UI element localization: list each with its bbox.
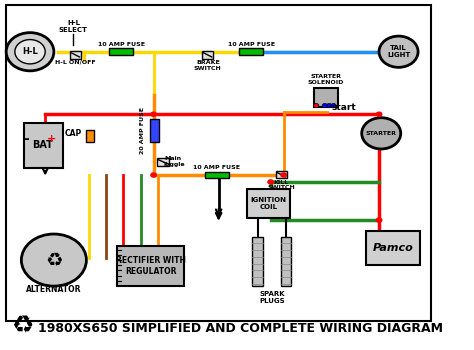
- Bar: [239, 48, 263, 55]
- Circle shape: [375, 217, 383, 223]
- Circle shape: [6, 33, 54, 71]
- Text: ALTERNATOR: ALTERNATOR: [26, 285, 82, 294]
- Circle shape: [322, 104, 328, 108]
- Text: Pamco: Pamco: [373, 243, 413, 253]
- Circle shape: [331, 104, 336, 108]
- Text: TAIL
LIGHT: TAIL LIGHT: [387, 45, 410, 58]
- Text: ♻: ♻: [12, 314, 35, 338]
- Text: 10 AMP FUSE: 10 AMP FUSE: [193, 165, 240, 170]
- Bar: [157, 158, 169, 166]
- Bar: [276, 171, 287, 178]
- Text: RECTIFIER WITH
REGULATOR: RECTIFIER WITH REGULATOR: [116, 256, 185, 276]
- Bar: [253, 238, 263, 286]
- Circle shape: [15, 40, 45, 64]
- Text: BRAKE
SWITCH: BRAKE SWITCH: [194, 60, 222, 70]
- Text: BAT: BAT: [33, 140, 54, 150]
- Bar: [281, 238, 291, 286]
- Text: 1980XS650 SIMPLIFIED AND COMPLETE WIRING DIAGRAM: 1980XS650 SIMPLIFIED AND COMPLETE WIRING…: [38, 322, 443, 335]
- FancyBboxPatch shape: [366, 231, 420, 265]
- Text: -: -: [23, 132, 28, 146]
- FancyBboxPatch shape: [24, 123, 63, 168]
- Text: SPARK
PLUGS: SPARK PLUGS: [259, 291, 285, 304]
- Text: H-L
SELECT: H-L SELECT: [59, 20, 88, 33]
- Circle shape: [150, 172, 157, 178]
- Circle shape: [379, 36, 418, 67]
- Text: +: +: [47, 134, 56, 143]
- Bar: [202, 51, 213, 59]
- Bar: [150, 119, 159, 142]
- Text: start: start: [332, 103, 357, 112]
- FancyBboxPatch shape: [314, 88, 338, 107]
- Circle shape: [150, 111, 157, 117]
- Bar: [70, 51, 81, 59]
- Bar: [86, 130, 94, 142]
- Text: CAP: CAP: [65, 129, 82, 138]
- FancyBboxPatch shape: [247, 189, 290, 218]
- Text: 20 AMP FUSE: 20 AMP FUSE: [140, 107, 145, 154]
- Circle shape: [362, 118, 401, 149]
- Text: 10 AMP FUSE: 10 AMP FUSE: [228, 42, 274, 47]
- Circle shape: [327, 104, 332, 108]
- Text: ♻: ♻: [45, 251, 63, 270]
- Circle shape: [375, 111, 383, 117]
- Text: STARTER
SOLENOID: STARTER SOLENOID: [308, 74, 344, 85]
- Circle shape: [21, 234, 86, 286]
- FancyBboxPatch shape: [117, 246, 184, 286]
- Text: 10 AMP FUSE: 10 AMP FUSE: [98, 42, 145, 47]
- Text: KILL
SWITCH: KILL SWITCH: [267, 180, 295, 190]
- Text: STARTER: STARTER: [366, 131, 397, 136]
- Circle shape: [267, 179, 274, 185]
- Bar: [205, 172, 228, 178]
- Circle shape: [314, 104, 319, 108]
- Text: IGNITION
COIL: IGNITION COIL: [250, 197, 286, 210]
- Circle shape: [280, 172, 287, 178]
- Bar: [109, 48, 133, 55]
- Text: H-L: H-L: [22, 47, 38, 56]
- Text: H-L ON/OFF: H-L ON/OFF: [55, 60, 96, 65]
- Text: Main
Toggle: Main Toggle: [162, 156, 184, 167]
